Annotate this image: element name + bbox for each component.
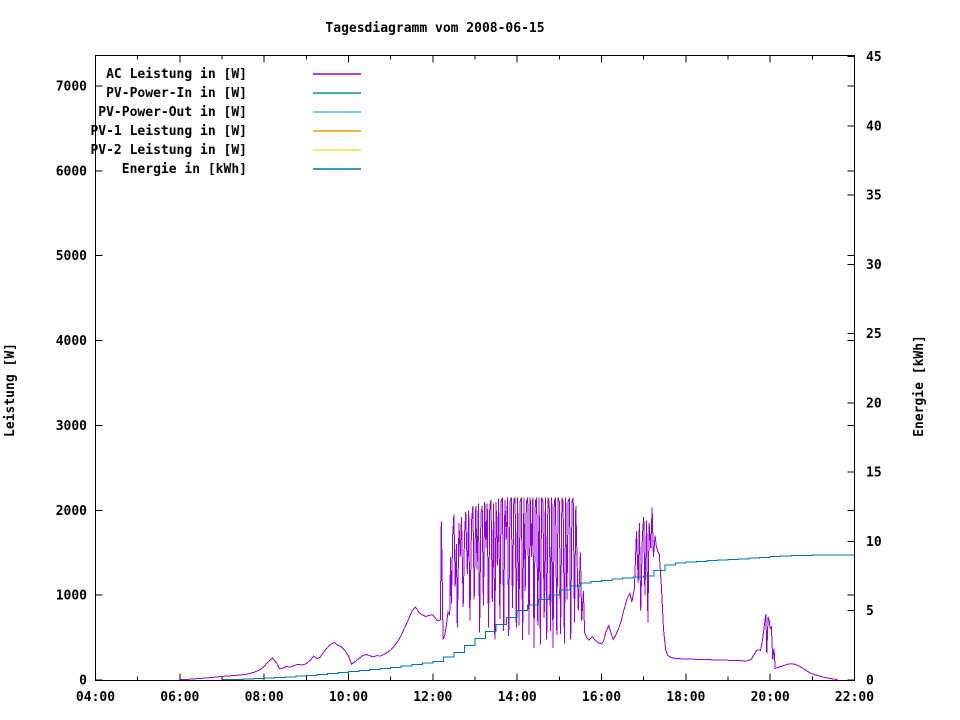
y-tick-label: 0: [79, 674, 87, 689]
legend-label: PV-1 Leistung in [W]: [90, 124, 247, 139]
x-tick-label: 06:00: [160, 690, 199, 705]
x-tick-label: 22:00: [835, 690, 874, 705]
legend-label: Energie in [kWh]: [122, 162, 247, 177]
y2-tick-label: 45: [866, 50, 882, 65]
x-tick-label: 14:00: [498, 690, 537, 705]
y2-tick-label: 20: [866, 396, 882, 411]
plot-area: 04:00 06:00 08:00 10:00 12:00 14:00 16:00 18:00…: [56, 50, 882, 705]
y2-tick-label: 40: [866, 119, 882, 134]
y2-tick-label: 35: [866, 189, 882, 204]
legend-label: PV-Power-Out in [W]: [98, 105, 247, 120]
y2-tick-label: 15: [866, 466, 882, 481]
axis-ticks: 04:00 06:00 08:00 10:00 12:00 14:00 16:00 18:00…: [56, 50, 882, 705]
y-tick-label: 3000: [56, 419, 87, 434]
y-tick-label: 7000: [56, 80, 87, 95]
y2-tick-label: 5: [866, 604, 874, 619]
x-tick-label: 12:00: [413, 690, 452, 705]
y2-tick-label: 0: [866, 674, 874, 689]
y2-tick-label: 25: [866, 327, 882, 342]
y2-tick-label: 30: [866, 258, 882, 273]
y-tick-label: 2000: [56, 504, 87, 519]
x-tick-label: 18:00: [666, 690, 705, 705]
y-tick-label: 4000: [56, 334, 87, 349]
y2-axis-title: Energie [kWh]: [912, 335, 927, 437]
y-tick-label: 6000: [56, 164, 87, 179]
x-tick-label: 04:00: [76, 690, 115, 705]
x-tick-label: 10:00: [329, 690, 368, 705]
legend: AC Leistung in [W] PV-Power-In in [W] PV-P…: [90, 67, 361, 177]
y-tick-label: 1000: [56, 589, 87, 604]
y-tick-label: 5000: [56, 249, 87, 264]
legend-label: PV-2 Leistung in [W]: [90, 143, 247, 158]
y2-tick-label: 10: [866, 535, 882, 550]
chart-title: Tagesdiagramm vom 2008-06-15: [325, 21, 544, 36]
legend-label: AC Leistung in [W]: [106, 67, 247, 82]
series-ac-leistung-in-w: [179, 497, 838, 681]
x-tick-label: 20:00: [751, 690, 790, 705]
series-energie-in-kwh: [222, 554, 855, 681]
x-tick-label: 16:00: [582, 690, 621, 705]
y-axis-title: Leistung [W]: [3, 343, 18, 437]
legend-label: PV-Power-In in [W]: [106, 86, 247, 101]
x-tick-label: 08:00: [245, 690, 284, 705]
